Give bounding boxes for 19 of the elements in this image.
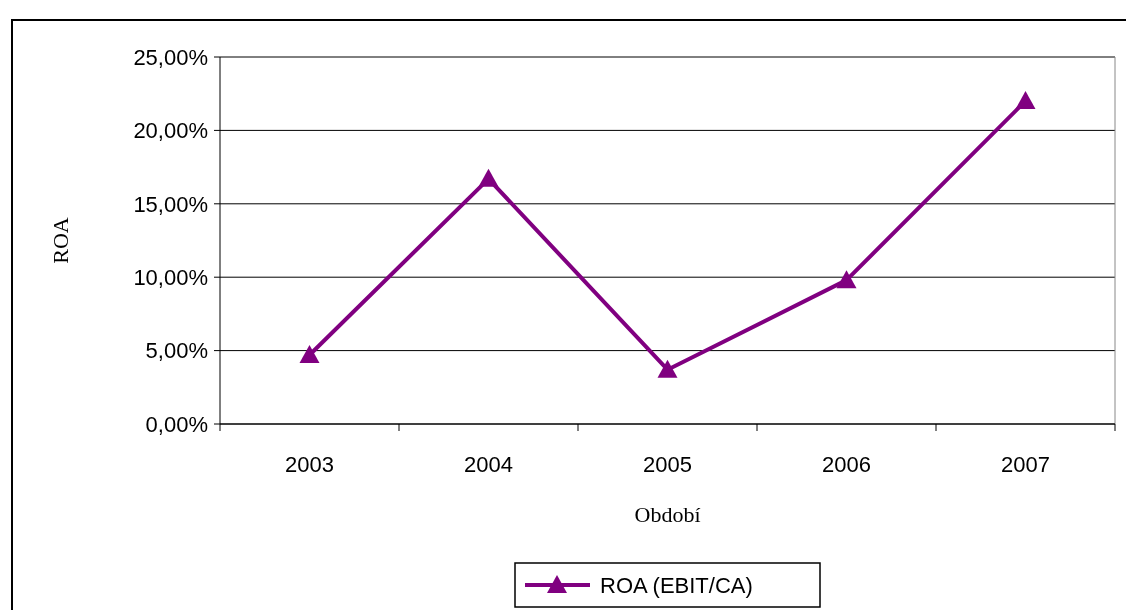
x-tick-label: 2003 <box>285 452 334 477</box>
y-tick-label: 25,00% <box>133 44 208 70</box>
y-axis-title: ROA <box>48 217 73 264</box>
y-tick-label: 0,00% <box>145 411 208 437</box>
y-tick-label: 5,00% <box>145 338 208 364</box>
point <box>657 359 678 378</box>
point <box>478 168 499 187</box>
legend-label: ROA (EBIT/CA) <box>600 572 753 598</box>
x-tick-label: 2007 <box>1001 452 1050 477</box>
x-tick-label: 2005 <box>643 452 692 477</box>
x-axis-title: Období <box>634 502 701 527</box>
point <box>299 345 320 363</box>
point <box>1015 91 1036 110</box>
x-tick-label: 2004 <box>464 452 513 477</box>
x-tick-label: 2006 <box>822 452 871 477</box>
y-tick-label: 15,00% <box>133 191 208 217</box>
point <box>836 270 857 289</box>
y-tick-label: 20,00% <box>133 118 208 144</box>
y-tick-label: 10,00% <box>133 264 208 290</box>
